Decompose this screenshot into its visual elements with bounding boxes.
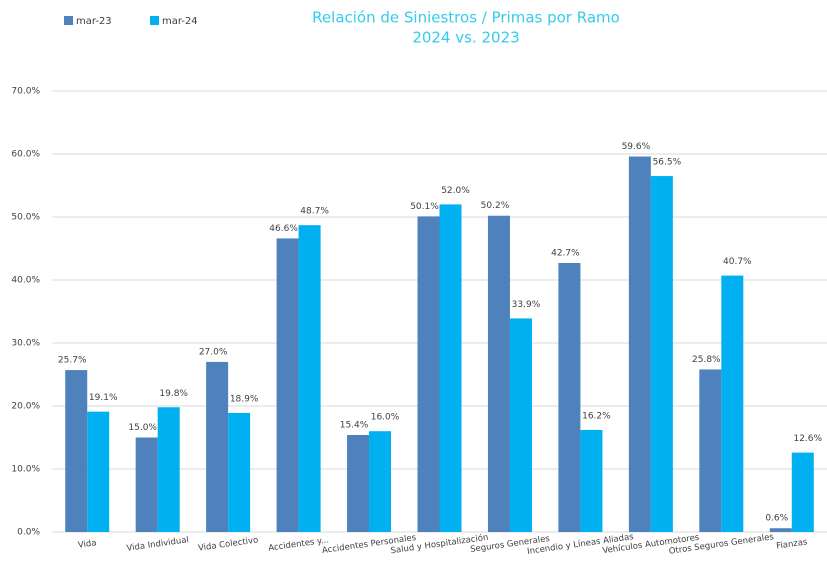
bar — [558, 262, 581, 532]
value-label: 40.7% — [723, 257, 752, 267]
value-label: 25.7% — [58, 356, 87, 366]
y-tick-label: 60.0% — [11, 150, 40, 160]
value-label: 16.2% — [582, 411, 611, 421]
legend-label: mar-23 — [76, 16, 112, 27]
y-tick-label: 10.0% — [11, 465, 40, 475]
value-label: 52.0% — [441, 186, 470, 196]
x-tick-label: Accidentes y... — [268, 535, 330, 553]
x-tick-label: Vida Colectivo — [197, 535, 258, 553]
bar — [135, 437, 158, 532]
bar — [276, 238, 299, 533]
bar — [650, 176, 673, 533]
bar — [628, 156, 651, 532]
value-label: 18.9% — [230, 394, 259, 404]
bar — [157, 407, 180, 532]
bar — [298, 225, 321, 532]
value-label: 19.1% — [89, 393, 118, 403]
value-label: 25.8% — [692, 355, 721, 365]
y-tick-label: 30.0% — [11, 339, 40, 349]
legend-label: mar-24 — [162, 16, 198, 27]
y-tick-label: 40.0% — [11, 276, 40, 286]
x-tick-label: Vida Individual — [126, 535, 189, 554]
value-label: 27.0% — [199, 347, 228, 357]
chart-title: Relación de Siniestros / Primas por Ramo — [312, 9, 620, 27]
value-label: 42.7% — [551, 248, 580, 258]
bar — [206, 361, 229, 532]
y-tick-label: 50.0% — [11, 213, 40, 223]
bar — [721, 275, 744, 532]
value-label: 0.6% — [765, 514, 788, 524]
legend-swatch — [64, 16, 73, 25]
value-label: 12.6% — [793, 434, 822, 444]
value-label: 50.1% — [410, 202, 439, 212]
bar — [228, 412, 251, 532]
bar — [439, 204, 462, 532]
value-label: 16.0% — [371, 413, 400, 423]
value-label: 15.4% — [340, 420, 369, 430]
x-tick-label: Fianzas — [776, 537, 809, 551]
value-label: 33.9% — [512, 300, 541, 310]
chart-subtitle: 2024 vs. 2023 — [412, 29, 519, 47]
value-label: 50.2% — [481, 201, 510, 211]
bar — [699, 369, 722, 532]
bar — [791, 452, 814, 532]
y-tick-label: 20.0% — [11, 402, 40, 412]
value-label: 59.6% — [622, 142, 651, 152]
bar — [347, 434, 370, 532]
y-tick-label: 70.0% — [11, 87, 40, 97]
bar — [487, 215, 510, 533]
bar — [369, 431, 392, 532]
y-tick-label: 0.0% — [17, 528, 40, 538]
value-label: 19.8% — [159, 389, 188, 399]
value-label: 15.0% — [128, 423, 157, 433]
bar — [769, 528, 792, 532]
bar — [580, 429, 603, 532]
value-label: 56.5% — [653, 158, 682, 168]
value-label: 48.7% — [300, 207, 329, 217]
bar — [65, 370, 88, 532]
bar — [87, 411, 110, 532]
legend-swatch — [150, 16, 159, 25]
value-label: 46.6% — [269, 224, 298, 234]
x-tick-label: Vida — [77, 538, 97, 550]
bar — [509, 318, 532, 532]
bar — [417, 216, 440, 532]
